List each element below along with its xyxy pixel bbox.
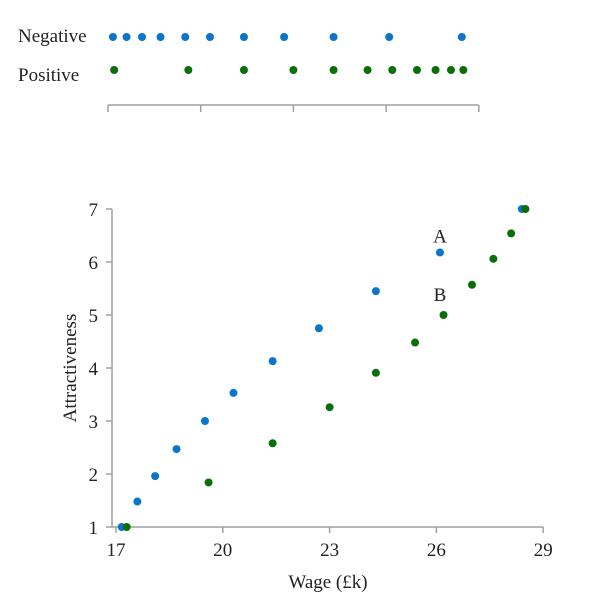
strip-point-positive <box>329 66 338 74</box>
strip-plot: Negative Positive <box>18 26 480 112</box>
y-tick-label: 1 <box>89 518 99 539</box>
x-tick-label: 23 <box>320 540 339 561</box>
scatter-point-series-1 <box>133 497 142 506</box>
strip-row-label-positive: Positive <box>18 65 79 86</box>
strip-point-positive <box>363 66 372 74</box>
scatter-point-series-2 <box>507 229 516 238</box>
y-tick-label: 4 <box>89 359 99 380</box>
scatter-point-series-2 <box>325 403 334 412</box>
scatter-point-series-2 <box>489 254 498 263</box>
strip-point-negative <box>239 33 248 41</box>
scatter-point-series-1 <box>371 287 380 296</box>
strip-point-negative <box>329 33 338 41</box>
annotation-a: A <box>433 227 447 248</box>
scatter-plot: Wage (£k) Attractiveness 17 20 23 26 2912345… <box>60 200 553 593</box>
strip-point-negative <box>122 33 131 41</box>
scatter-point-series-2 <box>411 338 420 347</box>
strip-point-negative <box>137 33 146 41</box>
y-tick-label: 5 <box>89 306 99 327</box>
strip-point-negative <box>108 33 117 41</box>
strip-point-positive <box>110 66 119 74</box>
scatter-point-series-1 <box>314 324 323 333</box>
scatter-point-series-2 <box>268 439 277 448</box>
strip-point-positive <box>239 66 248 74</box>
strip-point-positive <box>388 66 397 74</box>
scatter-point-series-1 <box>151 472 160 481</box>
scatter-point-series-1 <box>435 248 444 257</box>
strip-point-negative <box>205 33 214 41</box>
scatter-point-series-2 <box>371 368 380 377</box>
strip-point-negative <box>181 33 190 41</box>
strip-point-negative <box>156 33 165 41</box>
strip-point-positive <box>289 66 298 74</box>
scatter-point-series-1 <box>229 388 238 397</box>
strip-point-negative <box>280 33 289 41</box>
y-tick-label: 7 <box>89 200 99 221</box>
strip-point-positive <box>413 66 421 74</box>
strip-point-negative <box>385 33 394 41</box>
x-tick-label: 26 <box>427 540 446 561</box>
strip-point-positive <box>446 66 455 74</box>
scatter-point-series-2 <box>468 280 476 289</box>
strip-point-positive <box>184 66 193 74</box>
y-tick-label: 3 <box>89 412 99 433</box>
strip-row-label-negative: Negative <box>18 26 87 47</box>
x-axis-label: Wage (£k) <box>288 572 367 593</box>
annotation-b: B <box>434 285 447 306</box>
scatter-point-series-2 <box>439 311 448 319</box>
y-axis-label: Attractiveness <box>60 314 81 423</box>
strip-point-positive <box>459 66 468 74</box>
y-tick-label: 2 <box>89 465 99 486</box>
scatter-point-series-2 <box>204 478 213 487</box>
scatter-point-series-2 <box>122 523 131 531</box>
scatter-point-series-1 <box>201 417 209 425</box>
strip-point-negative <box>457 33 466 41</box>
x-tick-label: 17 <box>107 540 126 561</box>
strip-point-positive <box>431 66 440 74</box>
x-tick-label: 29 <box>534 540 553 561</box>
scatter-point-series-1 <box>172 445 181 454</box>
scatter-point-series-1 <box>268 357 277 366</box>
scatter-point-series-2 <box>521 205 530 213</box>
x-tick-label: 20 <box>213 540 232 561</box>
y-tick-label: 6 <box>89 253 99 274</box>
